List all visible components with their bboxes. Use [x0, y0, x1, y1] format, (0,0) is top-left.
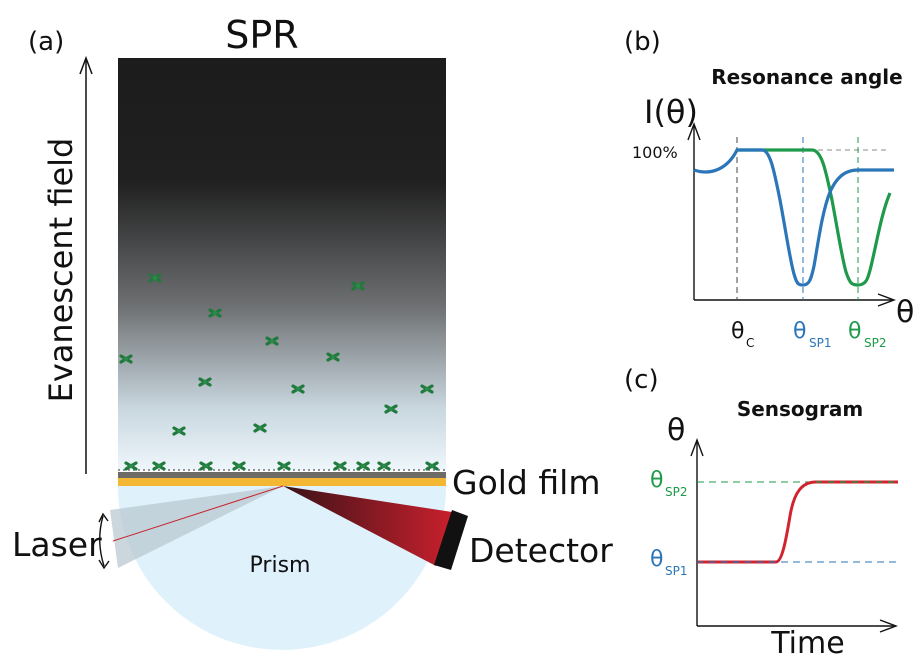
evanescent-axis-arrow [79, 55, 93, 474]
svg-text:SP2: SP2 [665, 485, 688, 499]
prism-label: Prism [250, 553, 311, 578]
resonance-angle-title: Resonance angle [711, 65, 902, 89]
svg-text:θ: θ [731, 319, 744, 344]
svg-text:θ: θ [650, 468, 663, 493]
gold-film-label: Gold film [452, 463, 600, 502]
reflected-beam [283, 486, 452, 566]
svg-text:θ: θ [650, 547, 663, 572]
evanescent-field-region [118, 58, 446, 470]
tick-theta-sp1: θ SP1 [793, 319, 832, 350]
panel-c-axes [690, 438, 898, 633]
panel-a-label: (a) [28, 27, 64, 57]
panel-b: (b) Resonance angle I(θ) 100% θ C θ SP1 [624, 27, 914, 350]
sensogram-curve [697, 480, 898, 564]
svg-text:θ: θ [793, 319, 806, 344]
sensogram-title: Sensogram [737, 397, 863, 421]
svg-text:SP2: SP2 [864, 336, 887, 350]
laser-cone [110, 486, 283, 568]
sp2-resonance-curve [737, 148, 892, 287]
sensor-layer [118, 472, 446, 478]
svg-text:SP1: SP1 [665, 564, 688, 578]
evanescent-field-label: Evanescent field [42, 138, 80, 403]
sensogram-sp2-label: θ SP2 [650, 468, 688, 499]
theta-axis-label: θ [896, 295, 914, 330]
sensogram-sp1-label: θ SP1 [650, 547, 688, 578]
spr-title: SPR [225, 13, 298, 57]
gold-film [118, 478, 446, 486]
detector-label: Detector [469, 531, 613, 570]
sensogram-y-label: θ [667, 413, 685, 448]
sp1-resonance-curve [693, 148, 894, 287]
panel-c: (c) Sensogram θ θ SP2 θ SP1 Time [624, 365, 900, 660]
time-axis-label: Time [770, 626, 844, 660]
intensity-axis-label: I(θ) [644, 93, 698, 131]
panel-a: (a) SPR Evanescent field [12, 13, 613, 650]
svg-text:SP1: SP1 [809, 336, 832, 350]
laser-rotation-arrow [98, 512, 110, 570]
tick-theta-sp2: θ SP2 [848, 319, 887, 350]
tick-theta-c: θ C [731, 319, 754, 350]
laser-label: Laser [12, 525, 102, 564]
laser-beam [112, 485, 284, 542]
svg-text:θ: θ [848, 319, 861, 344]
panel-b-label: (b) [624, 27, 661, 57]
panel-c-label: (c) [624, 365, 659, 395]
hundred-percent-label: 100% [632, 143, 678, 162]
svg-text:C: C [746, 336, 754, 350]
detector [434, 510, 468, 570]
panel-b-axes [687, 122, 896, 307]
